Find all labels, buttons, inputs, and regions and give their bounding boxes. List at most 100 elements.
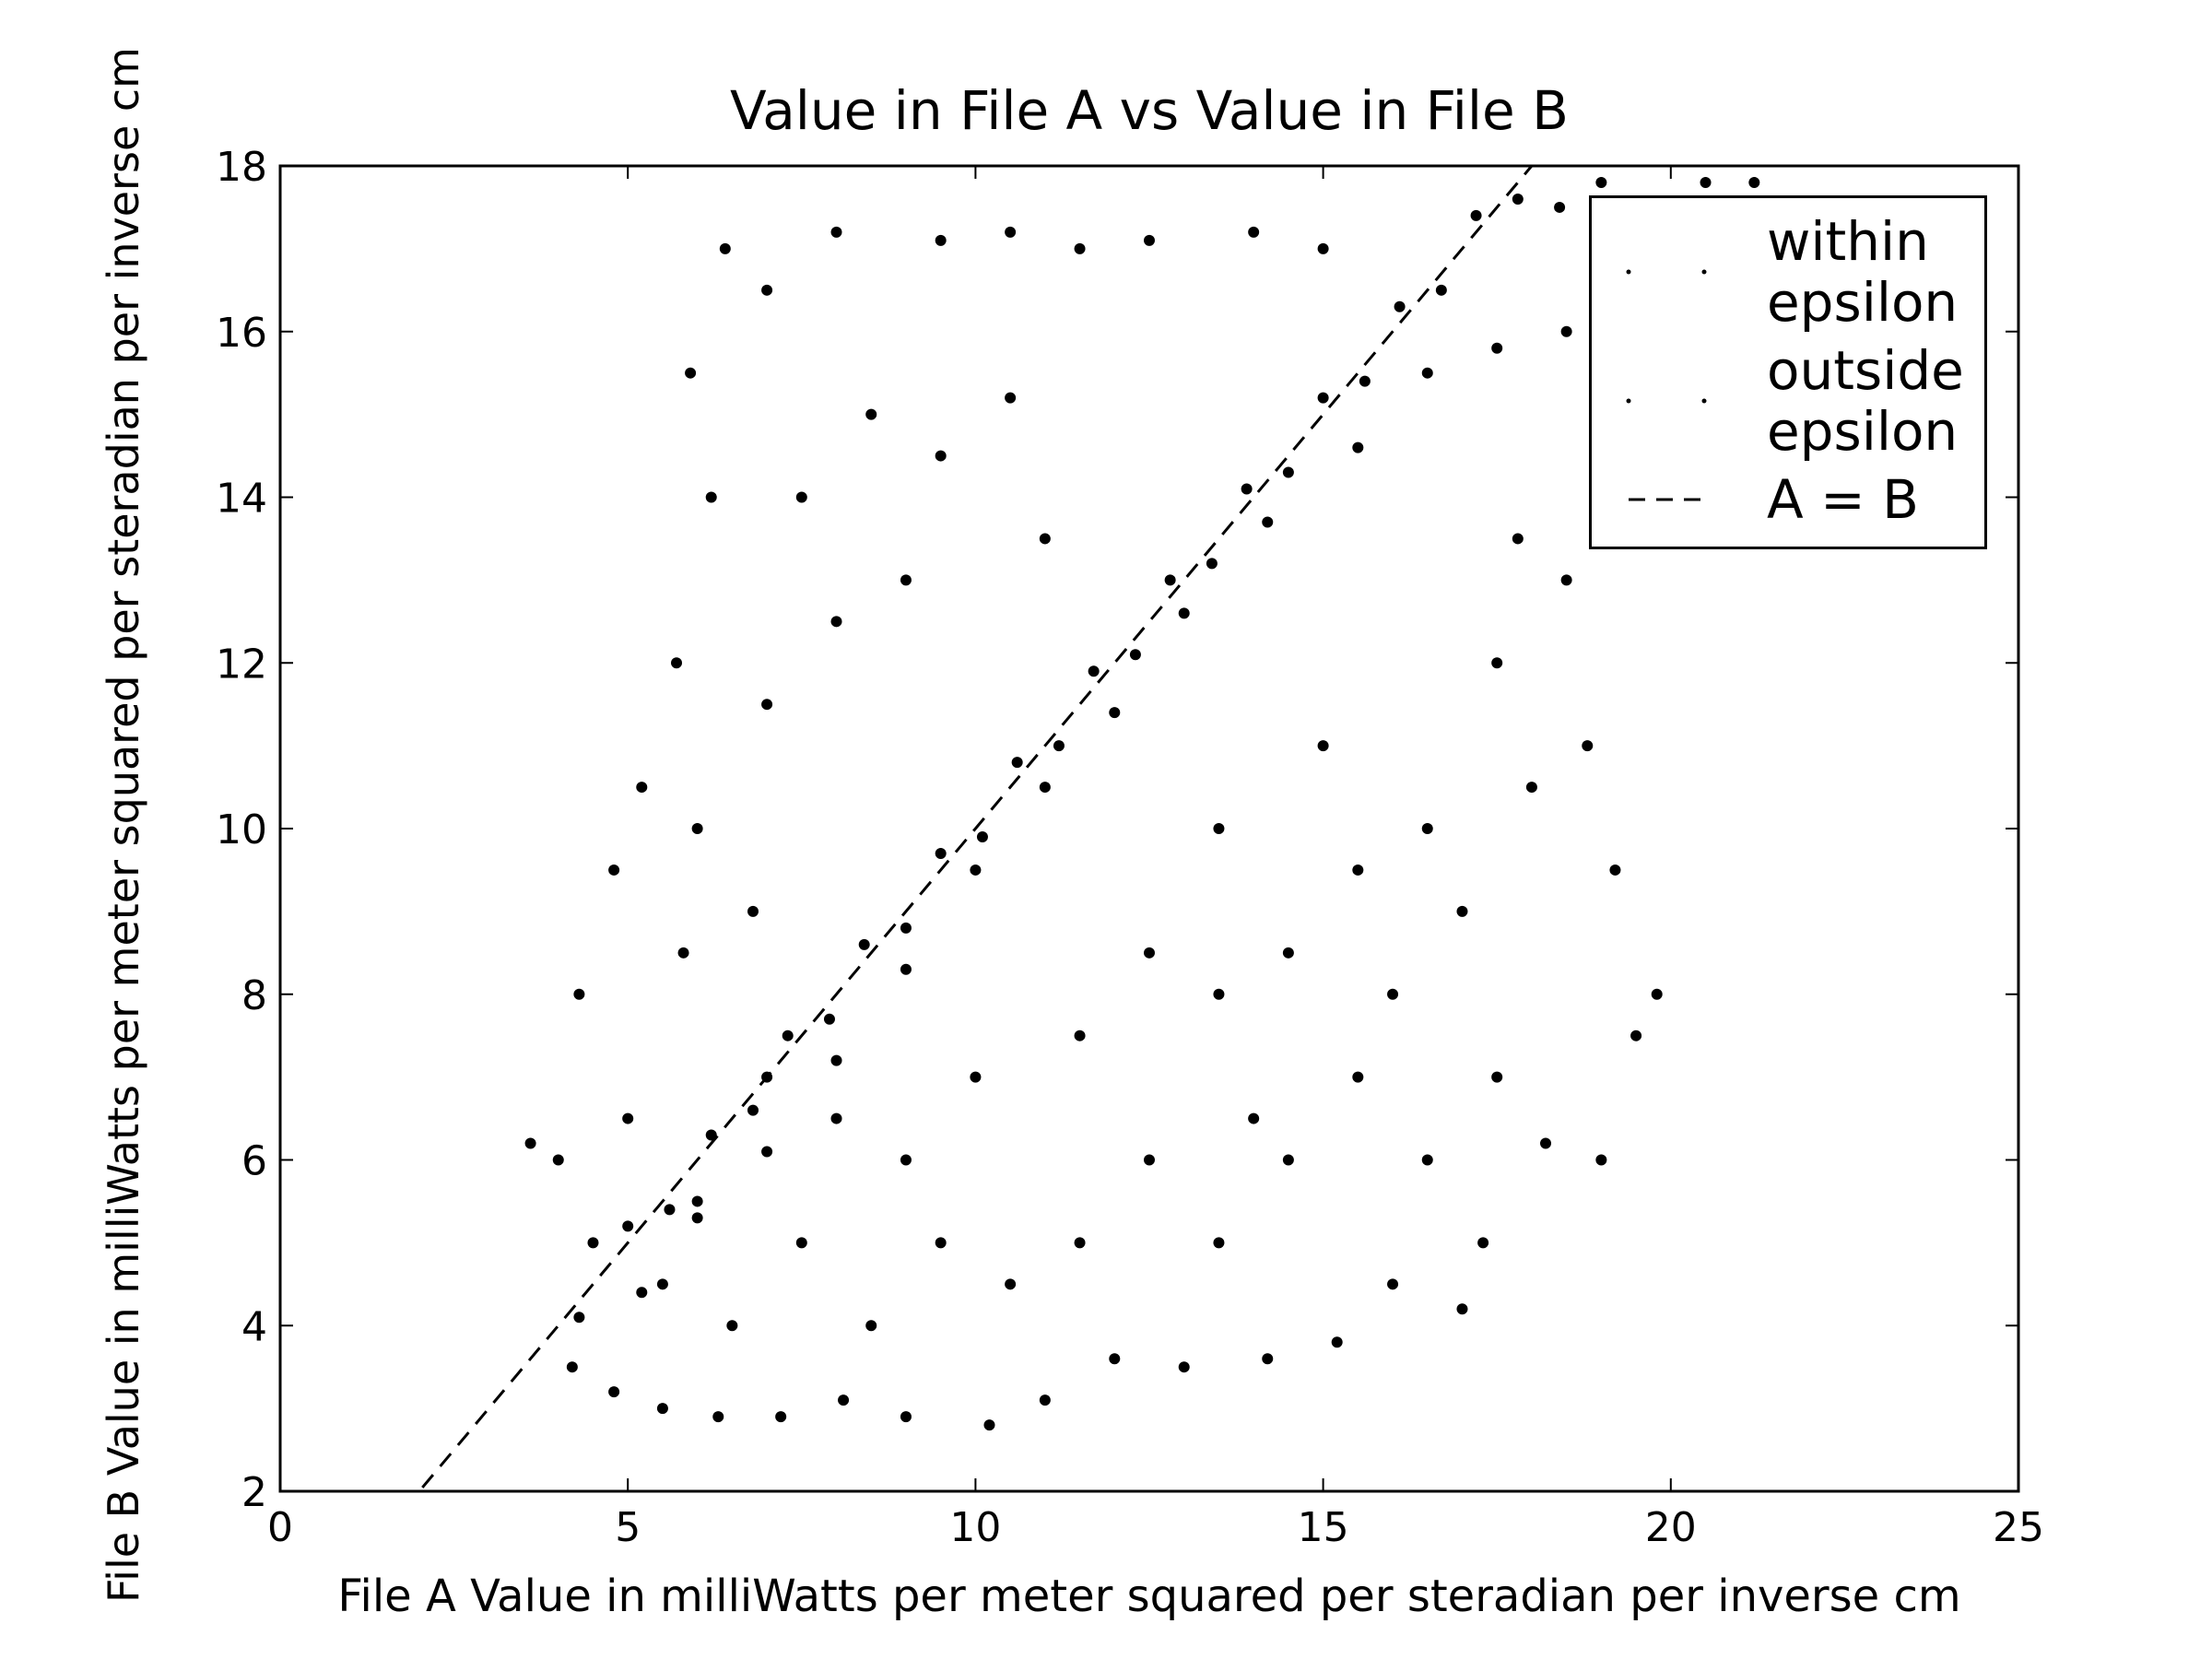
point	[1540, 1137, 1552, 1149]
point	[726, 1320, 738, 1332]
point	[1352, 441, 1364, 453]
point	[1282, 466, 1294, 478]
legend: within epsilon outside epsilon A = B	[1589, 195, 1987, 549]
legend-entry: outside epsilon	[1592, 340, 1975, 462]
y-tick-label: 12	[216, 641, 267, 688]
point	[865, 408, 877, 420]
point	[1477, 1237, 1489, 1249]
point	[685, 367, 697, 379]
point	[677, 947, 689, 959]
point	[1421, 367, 1433, 379]
point	[747, 1104, 759, 1116]
point	[622, 1220, 634, 1232]
point	[1039, 1394, 1051, 1406]
y-tick-label: 8	[241, 972, 267, 1019]
point	[1456, 905, 1468, 917]
point	[782, 1030, 794, 1041]
point	[636, 782, 648, 794]
point	[1262, 516, 1274, 528]
point	[935, 1237, 947, 1249]
legend-symbol	[1629, 498, 1702, 501]
point	[552, 1154, 564, 1166]
legend-label: outside epsilon	[1767, 339, 1964, 463]
point	[566, 1361, 578, 1373]
legend-marker	[1626, 269, 1631, 275]
point	[691, 1195, 703, 1207]
point	[1331, 1336, 1343, 1348]
point	[823, 1013, 835, 1025]
y-tick-label: 18	[216, 144, 267, 191]
point	[1352, 864, 1364, 876]
point	[1352, 1071, 1364, 1083]
point	[1630, 1030, 1642, 1041]
point	[1470, 209, 1482, 221]
y-tick-label: 4	[241, 1303, 267, 1350]
legend-label: A = B	[1767, 468, 1919, 531]
point	[573, 1312, 585, 1324]
point	[976, 830, 988, 842]
legend-symbol	[1626, 269, 1707, 275]
point	[705, 491, 717, 503]
point	[1700, 176, 1712, 188]
point	[900, 963, 912, 975]
point	[983, 1419, 995, 1431]
point	[1129, 649, 1141, 661]
point	[712, 1411, 724, 1423]
point	[656, 1278, 668, 1290]
point	[1359, 375, 1371, 387]
point	[524, 1137, 536, 1149]
point	[1109, 707, 1121, 719]
point	[900, 922, 912, 934]
legend-entry: within epsilon	[1592, 211, 1975, 333]
line	[417, 166, 1534, 1491]
x-tick-label: 10	[949, 1504, 1001, 1551]
point	[900, 574, 912, 586]
point	[1262, 1353, 1274, 1365]
legend-symbol	[1626, 398, 1707, 404]
point	[830, 616, 842, 628]
point	[1213, 988, 1225, 1000]
point	[1387, 1278, 1399, 1290]
point	[775, 1411, 787, 1423]
y-tick-label: 2	[241, 1469, 267, 1516]
x-tick-label: 20	[1645, 1504, 1697, 1551]
point	[761, 1146, 773, 1158]
y-axis-label: File B Value in milliWatts per meter squ…	[99, 47, 148, 1603]
point	[1554, 201, 1566, 213]
point	[900, 1411, 912, 1423]
point	[795, 1237, 807, 1249]
point	[761, 284, 773, 296]
point	[1491, 1071, 1503, 1083]
legend-entry: A = B	[1592, 469, 1975, 530]
point	[587, 1237, 599, 1249]
legend-marker	[1701, 269, 1707, 275]
point	[761, 699, 773, 711]
point	[1206, 558, 1218, 570]
y-tick-label: 10	[216, 806, 267, 853]
point	[1491, 342, 1503, 354]
point	[1053, 740, 1065, 752]
legend-label: within epsilon	[1767, 210, 1959, 334]
point	[1421, 823, 1433, 834]
point	[656, 1403, 668, 1415]
plot-area	[417, 166, 1760, 1491]
chart-title: Value in File A vs Value in File B	[730, 79, 1569, 142]
point	[1039, 782, 1051, 794]
point	[747, 905, 759, 917]
point	[1088, 665, 1100, 677]
point	[1748, 176, 1760, 188]
point	[1164, 574, 1176, 586]
point	[1005, 226, 1017, 238]
point	[1109, 1353, 1121, 1365]
x-tick-label: 15	[1298, 1504, 1349, 1551]
legend-marker	[1701, 398, 1707, 404]
point	[830, 226, 842, 238]
point	[1005, 392, 1017, 404]
point	[636, 1287, 648, 1299]
point	[1178, 1361, 1190, 1373]
point	[671, 657, 683, 669]
point	[838, 1394, 850, 1406]
point	[608, 864, 620, 876]
point	[1595, 176, 1607, 188]
point	[1609, 864, 1621, 876]
